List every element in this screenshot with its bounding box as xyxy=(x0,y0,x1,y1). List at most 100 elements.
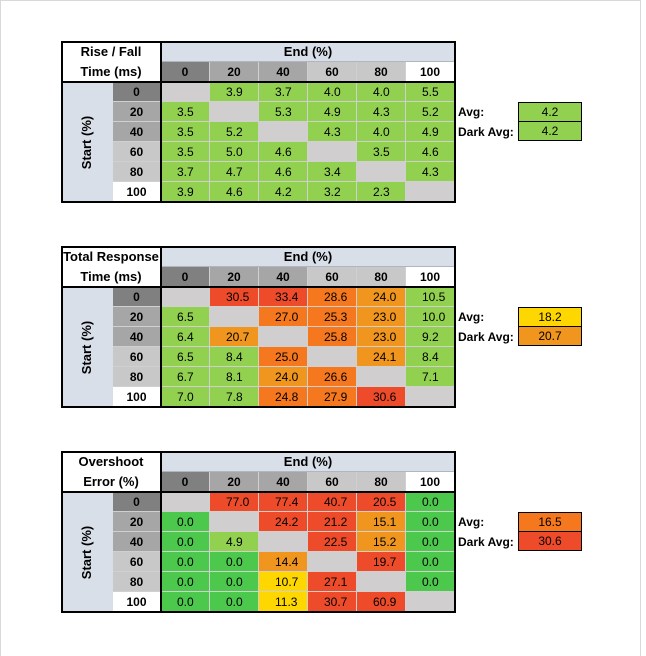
row-header-0: 0 xyxy=(113,287,161,307)
data-cell: 27.1 xyxy=(308,572,357,592)
data-cell: 77.0 xyxy=(210,492,259,512)
row-header-0: 0 xyxy=(113,492,161,512)
table-divider-vertical xyxy=(160,246,162,407)
dark-avg-label: Dark Avg: xyxy=(458,330,514,344)
end-axis-label: End (%) xyxy=(161,246,455,267)
row-header-100: 100 xyxy=(113,387,161,407)
data-cell: 4.0 xyxy=(308,82,357,102)
data-cell: 5.3 xyxy=(259,102,308,122)
column-header-20: 20 xyxy=(210,62,259,82)
data-cell: 0.0 xyxy=(161,592,210,612)
data-cell: 4.9 xyxy=(308,102,357,122)
dark-avg-value: 30.6 xyxy=(518,531,582,551)
data-cell: 0.0 xyxy=(406,572,455,592)
dark-avg-value: 4.2 xyxy=(518,121,582,141)
table-title: Overshoot Error (%) xyxy=(61,451,161,492)
row-header-40: 40 xyxy=(113,122,161,142)
data-cell: 0.0 xyxy=(210,552,259,572)
data-cell: 0.0 xyxy=(406,492,455,512)
data-cell: 24.0 xyxy=(357,287,406,307)
avg-value: 18.2 xyxy=(518,307,582,327)
row-header-20: 20 xyxy=(113,307,161,327)
table-title: Total Response Time (ms) xyxy=(61,246,161,287)
data-cell: 0.0 xyxy=(161,532,210,552)
table-title: Rise / Fall Time (ms) xyxy=(61,41,161,82)
data-cell: 4.0 xyxy=(357,82,406,102)
table-divider-vertical xyxy=(160,451,162,612)
data-cell xyxy=(308,142,357,162)
data-cell: 10.5 xyxy=(406,287,455,307)
data-cell: 6.5 xyxy=(161,307,210,327)
table-title-line-2: Error (%) xyxy=(83,473,139,489)
column-header-100: 100 xyxy=(406,472,455,492)
data-cell: 8.1 xyxy=(210,367,259,387)
column-header-60: 60 xyxy=(308,267,357,287)
column-header-100: 100 xyxy=(406,62,455,82)
data-cell xyxy=(259,327,308,347)
data-cell: 6.7 xyxy=(161,367,210,387)
data-cell: 3.5 xyxy=(357,142,406,162)
column-header-100: 100 xyxy=(406,267,455,287)
row-header-20: 20 xyxy=(113,512,161,532)
data-cell: 4.6 xyxy=(259,162,308,182)
data-cell: 33.4 xyxy=(259,287,308,307)
data-cell: 24.0 xyxy=(259,367,308,387)
row-header-60: 60 xyxy=(113,552,161,572)
data-cell xyxy=(406,387,455,407)
data-cell: 23.0 xyxy=(357,327,406,347)
data-cell xyxy=(161,492,210,512)
data-cell: 7.0 xyxy=(161,387,210,407)
data-cell: 20.7 xyxy=(210,327,259,347)
row-header-80: 80 xyxy=(113,367,161,387)
table-divider-horizontal xyxy=(61,491,455,493)
data-cell: 24.2 xyxy=(259,512,308,532)
column-header-40: 40 xyxy=(259,472,308,492)
data-cell: 30.7 xyxy=(308,592,357,612)
data-cell: 19.7 xyxy=(357,552,406,572)
data-cell: 9.2 xyxy=(406,327,455,347)
data-cell: 60.9 xyxy=(357,592,406,612)
column-header-0: 0 xyxy=(161,267,210,287)
row-header-100: 100 xyxy=(113,182,161,202)
data-cell: 25.8 xyxy=(308,327,357,347)
data-cell: 0.0 xyxy=(161,552,210,572)
data-cell: 4.0 xyxy=(357,122,406,142)
row-header-80: 80 xyxy=(113,572,161,592)
data-cell xyxy=(406,592,455,612)
data-cell: 28.6 xyxy=(308,287,357,307)
data-cell: 0.0 xyxy=(210,592,259,612)
data-cell xyxy=(308,552,357,572)
start-axis-label: Start (%) xyxy=(61,287,113,407)
data-cell: 6.5 xyxy=(161,347,210,367)
table-title-line-1: Total Response xyxy=(63,248,159,264)
data-cell: 6.4 xyxy=(161,327,210,347)
data-cell: 3.7 xyxy=(161,162,210,182)
data-cell: 10.7 xyxy=(259,572,308,592)
data-cell: 24.1 xyxy=(357,347,406,367)
data-cell: 3.5 xyxy=(161,122,210,142)
data-cell xyxy=(210,307,259,327)
column-header-40: 40 xyxy=(259,267,308,287)
start-axis-label-text: Start (%) xyxy=(79,115,95,169)
table-title-line-2: Time (ms) xyxy=(80,268,142,284)
data-cell: 15.1 xyxy=(357,512,406,532)
data-cell: 0.0 xyxy=(210,572,259,592)
data-cell: 3.4 xyxy=(308,162,357,182)
data-cell: 7.1 xyxy=(406,367,455,387)
dark-avg-value: 20.7 xyxy=(518,326,582,346)
data-cell xyxy=(357,162,406,182)
row-header-20: 20 xyxy=(113,102,161,122)
data-cell xyxy=(308,347,357,367)
column-header-20: 20 xyxy=(210,472,259,492)
data-cell: 3.5 xyxy=(161,142,210,162)
data-cell: 3.5 xyxy=(161,102,210,122)
data-cell: 3.7 xyxy=(259,82,308,102)
data-cell: 30.5 xyxy=(210,287,259,307)
data-cell: 27.0 xyxy=(259,307,308,327)
data-cell: 10.0 xyxy=(406,307,455,327)
data-cell: 5.5 xyxy=(406,82,455,102)
data-cell: 24.8 xyxy=(259,387,308,407)
data-cell: 4.6 xyxy=(210,182,259,202)
rise-fall-table: Rise / Fall Time (ms) End (%) 0 20 40 60 80 100 S… xyxy=(61,41,456,204)
avg-label: Avg: xyxy=(458,515,485,529)
